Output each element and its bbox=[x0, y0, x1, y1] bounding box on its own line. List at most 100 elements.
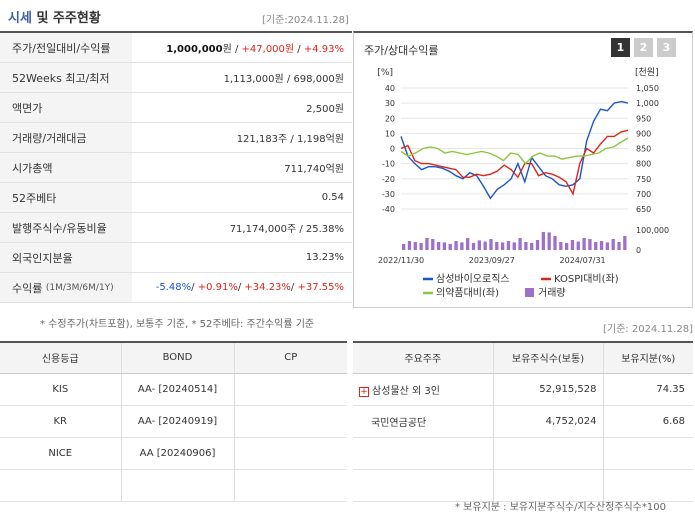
volume-bar bbox=[413, 242, 417, 250]
volume-bar bbox=[617, 242, 621, 250]
table-row: + 삼성물산 외 3인 52,915,528 74.35 bbox=[353, 373, 693, 406]
right-tick-label: 850 bbox=[636, 145, 651, 154]
summary-row-volume: 거래량/거래대금 121,183주 / 1,198억원 bbox=[0, 123, 352, 153]
grade-bond: AA- [20240514] bbox=[121, 373, 235, 406]
holders-panel: 주요주주 보유주식수(보통) 보유지분(%) + 삼성물산 외 3인 52,915… bbox=[353, 341, 693, 502]
summary-row-returns: 수익률 (1M/3M/6M/1Y) -5.48%/ +0.91%/ +34.23… bbox=[0, 273, 352, 303]
holders-table: 주요주주 보유주식수(보통) 보유지분(%) + 삼성물산 외 3인 52,915… bbox=[353, 343, 693, 502]
grade-cp bbox=[234, 405, 347, 438]
holder-shares: 52,915,528 bbox=[493, 373, 604, 406]
volume-bar bbox=[530, 243, 534, 250]
summary-value: 0.54 bbox=[321, 192, 344, 203]
returns-sublabel: (1M/3M/6M/1Y) bbox=[45, 282, 114, 293]
chart-tab-1[interactable]: 1 bbox=[611, 38, 630, 57]
expand-plus-icon[interactable]: + bbox=[359, 386, 369, 397]
volume-bar bbox=[425, 238, 429, 250]
return-1m: -5.48% bbox=[155, 282, 192, 293]
left-tick-label: -20 bbox=[382, 175, 395, 184]
table-row: 국민연금공단 4,752,024 6.68 bbox=[353, 405, 693, 438]
grade-bond: AA- [20240919] bbox=[121, 405, 235, 438]
right-tick-label: 700 bbox=[636, 190, 651, 199]
relative-return-chart: [%] [천원] 40 1,050 30 1,000 20 950 10 900 0 850 -10 80… bbox=[377, 67, 669, 299]
volume-bar bbox=[599, 241, 604, 250]
legend-swatch bbox=[525, 288, 534, 297]
volume-bar bbox=[402, 244, 406, 250]
volume-bar bbox=[495, 242, 499, 250]
table-row: KIS AA- [20240514] bbox=[0, 373, 347, 406]
grade-header-row: 신용등급 BOND CP bbox=[0, 343, 347, 374]
chart-tab-2[interactable]: 2 bbox=[634, 38, 653, 57]
summary-note: * 수정주가(차트포함), 보통주 기준, * 52주베타: 주간수익률 기준 bbox=[40, 319, 315, 330]
x-tick-label: 2023/09/27 bbox=[469, 256, 515, 265]
summary-row-market-cap: 시가총액 711,740억원 bbox=[0, 153, 352, 183]
left-tick-label: 30 bbox=[385, 99, 395, 108]
holder-name: 삼성물산 외 3인 bbox=[372, 385, 440, 397]
summary-value: 13.23% bbox=[305, 252, 344, 263]
summary-row-52weeks: 52Weeks 최고/최저 1,113,000원 / 698,000원 bbox=[0, 63, 352, 93]
table-row: NICE AA [20240906] bbox=[0, 437, 347, 470]
left-tick-label: 20 bbox=[385, 114, 395, 123]
summary-row-price: 주가/전일대비/수익률 1,000,000원 / +47,000원 / +4.9… bbox=[0, 33, 352, 63]
page-title: 시세 및 주주현황 bbox=[8, 7, 101, 26]
summary-date: [기준:2024.11.28] bbox=[262, 15, 349, 26]
holders-header-pct: 보유지분(%) bbox=[603, 343, 693, 374]
grade-header-agency: 신용등급 bbox=[0, 343, 122, 374]
chart-tab-3[interactable]: 3 bbox=[657, 38, 676, 57]
series-line bbox=[400, 100, 629, 200]
series-line bbox=[400, 129, 629, 196]
summary-label: 52Weeks 최고/최저 bbox=[0, 63, 132, 92]
price-rate: +4.93% bbox=[303, 44, 344, 55]
left-tick-label: 10 bbox=[385, 129, 395, 138]
right-axis-unit: [천원] bbox=[635, 67, 659, 78]
left-tick-label: -30 bbox=[382, 190, 395, 199]
volume-bar bbox=[419, 243, 423, 250]
right-tick-label: 950 bbox=[636, 114, 651, 123]
returns-label: 수익률 bbox=[12, 281, 43, 295]
summary-label: 52주베타 bbox=[0, 183, 132, 212]
summary-row-shares: 발행주식수/유동비율 71,174,000주 / 25.38% bbox=[0, 213, 352, 243]
summary-row-face-value: 액면가 2,500원 bbox=[0, 93, 352, 123]
volume-bar bbox=[466, 238, 470, 250]
right-tick-label: 1,000 bbox=[636, 99, 659, 108]
left-tick-label: 40 bbox=[385, 84, 395, 93]
volume-tick-label: 0 bbox=[636, 246, 641, 255]
volume-bar bbox=[535, 240, 540, 250]
grade-header-bond: BOND bbox=[121, 343, 235, 374]
volume-bar bbox=[547, 232, 551, 250]
volume-bar bbox=[524, 242, 528, 250]
holders-header-name: 주요주주 bbox=[353, 343, 494, 374]
legend-label: 삼성바이오로직스 bbox=[436, 273, 510, 285]
holders-date: [기준: 2024.11.28] bbox=[603, 324, 694, 335]
summary-value: -5.48%/ +0.91%/ +34.23%/ +37.55% bbox=[155, 282, 344, 293]
volume-bar bbox=[460, 242, 464, 250]
series-line bbox=[400, 137, 629, 165]
legend-label: KOSPI대비(좌) bbox=[554, 273, 619, 285]
volume-bar bbox=[518, 238, 522, 250]
legend-label: 거래량 bbox=[538, 287, 566, 299]
return-6m: +34.23% bbox=[244, 282, 291, 293]
volume-bar bbox=[471, 243, 476, 250]
left-tick-label: 0 bbox=[390, 145, 395, 154]
x-tick-label: 2022/11/30 bbox=[378, 256, 424, 265]
holder-name-cell: + 삼성물산 외 3인 bbox=[353, 373, 494, 406]
volume-bar bbox=[454, 241, 458, 250]
grade-cp bbox=[234, 437, 347, 470]
volume-tick-label: 100,000 bbox=[636, 226, 669, 235]
holders-header-shares: 보유주식수(보통) bbox=[493, 343, 604, 374]
volume-bar bbox=[588, 239, 592, 250]
chart-panel bbox=[353, 31, 693, 308]
summary-label: 거래량/거래대금 bbox=[0, 123, 132, 152]
volume-bar bbox=[442, 242, 447, 250]
volume-bar bbox=[477, 240, 481, 250]
volume-bar bbox=[605, 242, 610, 250]
volume-bar bbox=[594, 242, 598, 250]
left-tick-label: -10 bbox=[382, 160, 395, 169]
volume-bar bbox=[436, 242, 441, 250]
right-tick-label: 1,050 bbox=[636, 84, 659, 93]
legend-label: 의약품대비(좌) bbox=[436, 287, 499, 299]
holder-shares: 4,752,024 bbox=[493, 405, 604, 438]
summary-value: 1,000,000원 / +47,000원 / +4.93% bbox=[166, 44, 344, 55]
grade-bond: AA [20240906] bbox=[121, 437, 235, 470]
volume-bar bbox=[553, 236, 557, 250]
summary-value: 71,174,000주 / 25.38% bbox=[229, 224, 344, 235]
